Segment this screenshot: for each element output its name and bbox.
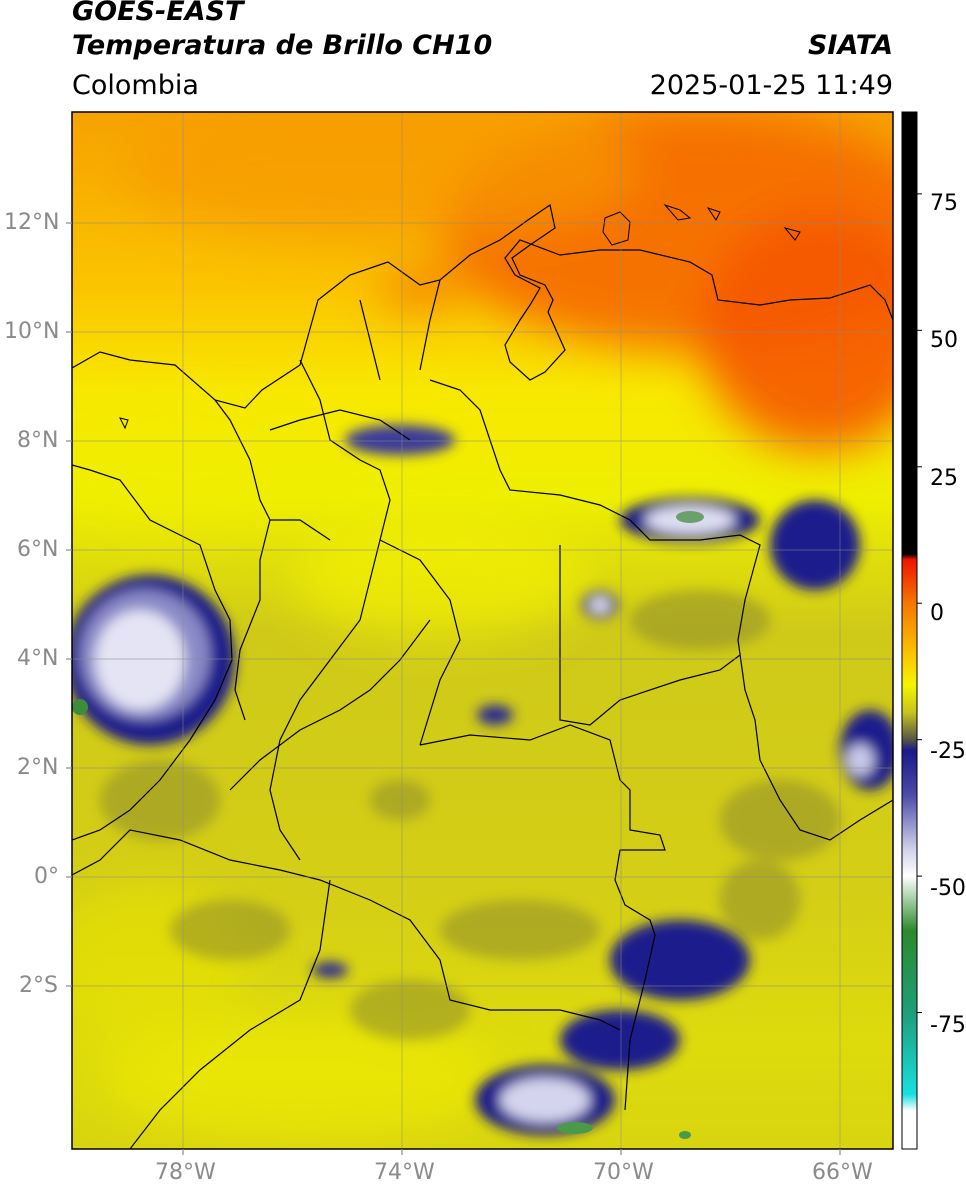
lat-label-8n: 8°N bbox=[17, 428, 59, 453]
lat-label-2s: 2°S bbox=[19, 973, 58, 998]
axis-ticks bbox=[66, 222, 841, 1155]
graticule bbox=[72, 112, 893, 1149]
region-label: Colombia bbox=[72, 70, 199, 101]
product-title: Temperatura de Brillo CH10 bbox=[72, 30, 493, 61]
timestamp-label: 2025-01-25 11:49 bbox=[649, 70, 893, 101]
lon-label-74w: 74°W bbox=[374, 1160, 435, 1185]
cold-cloud-tops bbox=[72, 425, 893, 1139]
lat-label-2n: 2°N bbox=[17, 755, 59, 780]
satellite-title: GOES-EAST bbox=[72, 0, 244, 27]
lat-label-0: 0° bbox=[34, 864, 59, 889]
coastline-and-borders bbox=[72, 204, 893, 1149]
islands bbox=[119, 203, 801, 430]
map-frame bbox=[71, 111, 894, 1150]
imagery-layer bbox=[72, 112, 893, 1149]
agency-label: SIATA bbox=[807, 30, 893, 61]
lon-label-66w: 66°W bbox=[812, 1160, 873, 1185]
colorbar-tick-m75: -75 bbox=[930, 1013, 966, 1038]
lat-label-4n: 4°N bbox=[17, 646, 59, 671]
colorbar-tick-m50: -50 bbox=[930, 876, 966, 901]
olive-patches bbox=[100, 590, 840, 1040]
colorbar-tick-25: 25 bbox=[930, 466, 958, 491]
colorbar bbox=[901, 111, 918, 1150]
colorbar-tick-75: 75 bbox=[930, 191, 958, 216]
colorbar-ticks bbox=[917, 193, 922, 1014]
colorbar-tick-0: 0 bbox=[930, 601, 944, 626]
colorbar-tick-50: 50 bbox=[930, 328, 958, 353]
lat-label-6n: 6°N bbox=[17, 537, 59, 562]
lat-label-10n: 10°N bbox=[4, 319, 60, 344]
lon-label-78w: 78°W bbox=[155, 1160, 216, 1185]
colorbar-tick-m25: -25 bbox=[930, 739, 966, 764]
lon-label-70w: 70°W bbox=[593, 1160, 654, 1185]
lat-label-12n: 12°N bbox=[4, 210, 60, 235]
